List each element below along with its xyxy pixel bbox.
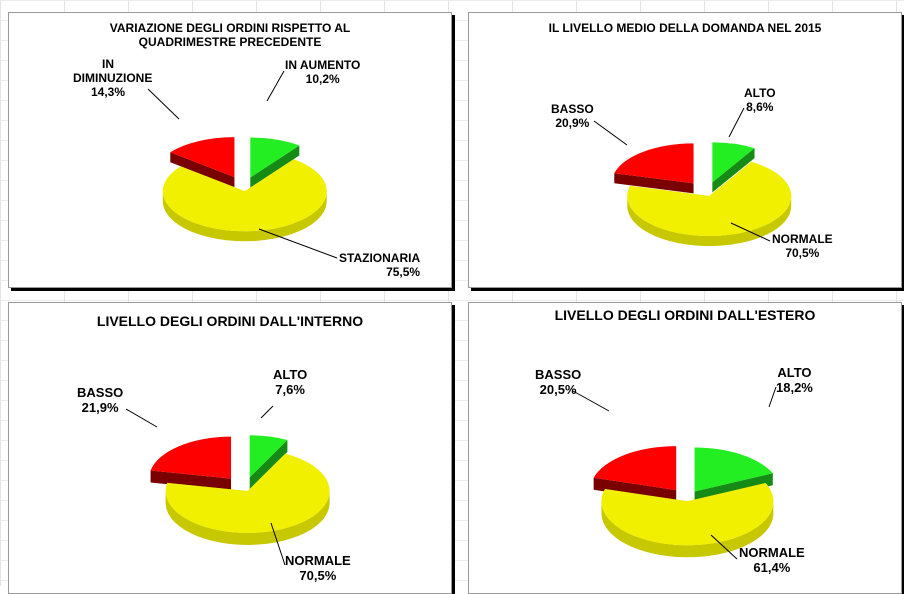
slice-name: NORMALE: [285, 553, 351, 568]
slice-side-wall: [170, 152, 235, 188]
pie-slice-normale: [601, 483, 774, 546]
slice-name: STAZIONARIA: [339, 251, 421, 265]
slice-label-alto: ALTO 18,2%: [776, 365, 813, 395]
slice-value: 61,4%: [753, 560, 791, 575]
leader-line: [266, 70, 285, 102]
slice-name: IN AUMENTO: [285, 58, 361, 72]
leader-line: [593, 120, 628, 146]
chart-panel-livello-domanda[interactable]: IL LIVELLO MEDIO DELLA DOMANDA NEL 2015 …: [468, 12, 902, 288]
leader-line: [260, 405, 274, 419]
pie-slice-basso: [614, 143, 694, 184]
pie-slice-stazionaria: [162, 159, 327, 232]
pie-slice-alto: [712, 142, 755, 183]
pie-slice-normale: [165, 453, 330, 533]
slice-value: 8,6%: [746, 100, 774, 114]
slice-outer-wall: [627, 194, 792, 246]
slice-label-alto: ALTO 7,6%: [273, 367, 307, 397]
slice-name: ALTO: [273, 367, 308, 382]
slice-value: 20,5%: [539, 382, 577, 397]
slice-name: BASSO: [77, 385, 124, 400]
leader-line: [270, 522, 286, 566]
leader-line: [572, 390, 610, 412]
slice-side-wall: [593, 477, 677, 503]
slice-label-in-aumento: IN AUMENTO 10,2%: [285, 58, 360, 86]
chart-title: VARIAZIONE DEGLI ORDINI RISPETTO AL QUAD…: [109, 21, 351, 49]
slice-value: 70,5%: [785, 246, 820, 260]
slice-value: 7,6%: [275, 382, 305, 397]
pie-slice-basso: [150, 436, 232, 479]
pie-slice-alto: [694, 447, 773, 492]
pie-slice-alto: [249, 435, 288, 478]
slice-label-alto: ALTO 8,6%: [744, 86, 776, 114]
chart-panel-ordini-variazione[interactable]: VARIAZIONE DEGLI ORDINI RISPETTO AL QUAD…: [8, 12, 452, 288]
chart-title: LIVELLO DEGLI ORDINI DALL'ESTERO: [554, 307, 816, 323]
slice-label-stazionaria: STAZIONARIA 75,5%: [339, 251, 420, 279]
slice-name: NORMALE: [772, 232, 833, 246]
slice-value: 10,2%: [305, 72, 340, 86]
pie-slice-basso: [593, 446, 677, 491]
chart-panel-ordini-interno[interactable]: LIVELLO DEGLI ORDINI DALL'INTERNO ALTO 7…: [8, 302, 452, 594]
leader-line: [768, 386, 777, 408]
slice-value: 70,5%: [299, 568, 337, 583]
slice-value: 20,9%: [555, 116, 590, 130]
slice-name: IN DIMINUZIONE: [73, 57, 153, 85]
slice-side-wall: [150, 470, 232, 491]
slice-outer-wall: [165, 491, 330, 545]
slice-side-wall: [250, 145, 300, 188]
slice-outer-wall: [601, 499, 774, 558]
pie-chart: [593, 107, 792, 246]
leader-line: [258, 228, 338, 259]
pie-chart: [125, 405, 330, 566]
pie-chart: [572, 386, 777, 560]
pie-slice-in-aumento: [250, 137, 300, 178]
slice-value: 75,5%: [386, 265, 421, 279]
slice-value: 14,3%: [90, 85, 126, 99]
slice-name: BASSO: [551, 102, 594, 116]
leader-line: [730, 222, 771, 242]
chart-title: IL LIVELLO MEDIO DELLA DOMANDA NEL 2015: [548, 21, 822, 35]
slice-side-wall: [249, 440, 288, 490]
slice-side-wall: [712, 148, 755, 193]
leader-line: [710, 534, 738, 560]
slice-value: 18,2%: [776, 380, 813, 395]
pie-slice-in-diminuzione: [170, 137, 235, 178]
slice-label-normale: NORMALE 70,5%: [772, 232, 833, 260]
slice-name: ALTO: [744, 86, 776, 100]
slice-label-normale: NORMALE 70,5%: [285, 553, 351, 583]
slice-label-basso: BASSO 20,9%: [551, 102, 594, 130]
slice-label-in-diminuzione: IN DIMINUZIONE 14,3%: [73, 57, 153, 99]
slice-label-basso: BASSO 20,5%: [535, 367, 581, 397]
pie-slice-normale: [627, 161, 792, 237]
slice-label-basso: BASSO 21,9%: [77, 385, 123, 415]
slice-value: 21,9%: [81, 400, 119, 415]
leader-line: [147, 88, 180, 120]
chart-panel-ordini-estero[interactable]: LIVELLO DEGLI ORDINI DALL'ESTERO ALTO 18…: [468, 302, 902, 594]
slice-name: BASSO: [535, 367, 582, 382]
chart-title: LIVELLO DEGLI ORDINI DALL'INTERNO: [96, 313, 364, 329]
pie-chart: [147, 70, 338, 259]
leader-line: [125, 408, 158, 428]
slice-name: ALTO: [777, 365, 812, 380]
slice-label-normale: NORMALE 61,4%: [739, 545, 805, 575]
leader-line: [728, 107, 745, 138]
slice-outer-wall: [162, 192, 327, 242]
slice-side-wall: [614, 173, 694, 194]
slice-name: NORMALE: [739, 545, 805, 560]
